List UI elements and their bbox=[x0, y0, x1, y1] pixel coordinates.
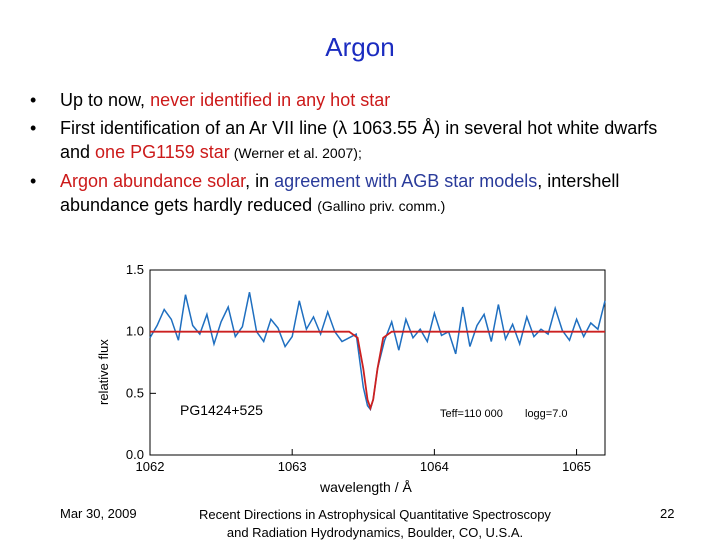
x-tick-label: 1064 bbox=[420, 459, 449, 474]
x-tick-label: 1062 bbox=[136, 459, 165, 474]
bullet-text: , intershell abundance gets hardly reduc… bbox=[60, 171, 620, 215]
y-tick-label: 0.5 bbox=[126, 385, 144, 400]
footer-event-line: Recent Directions in Astrophysical Quant… bbox=[199, 507, 551, 522]
bullet-item: • First identification of an Ar VII line… bbox=[30, 116, 690, 165]
x-axis-label: wavelength / Å bbox=[319, 479, 412, 495]
bullet-highlight: never identified in any hot star bbox=[150, 90, 391, 110]
model-spectrum-line bbox=[150, 330, 605, 411]
bullet-highlight: one PG1159 star bbox=[95, 142, 230, 162]
bullet-list: • Up to now, never identified in any hot… bbox=[30, 88, 690, 222]
footer-date: Mar 30, 2009 bbox=[60, 506, 137, 521]
footer-event: Recent Directions in Astrophysical Quant… bbox=[170, 506, 580, 542]
y-tick-label: 1.0 bbox=[126, 324, 144, 339]
slide-title: Argon bbox=[325, 32, 395, 62]
teff-label: Teff=110 000 bbox=[440, 408, 503, 420]
bullet-item: • Argon abundance solar, in agreement wi… bbox=[30, 169, 690, 218]
star-name-label: PG1424+525 bbox=[180, 402, 263, 418]
bullet-citation: (Werner et al. 2007); bbox=[229, 145, 362, 161]
bullet-text: First identification of an Ar VII line (… bbox=[60, 118, 658, 162]
bullet-dot-icon: • bbox=[30, 90, 37, 110]
y-tick-label: 0.0 bbox=[126, 447, 144, 462]
bullet-citation: (Gallino priv. comm.) bbox=[317, 198, 446, 214]
bullet-highlight: Argon abundance solar bbox=[60, 171, 246, 191]
bullet-dot-icon: • bbox=[30, 118, 37, 138]
footer-page-number: 22 bbox=[660, 506, 675, 521]
x-tick-label: 1063 bbox=[278, 459, 307, 474]
bullet-item: • Up to now, never identified in any hot… bbox=[30, 88, 690, 112]
bullet-text: Up to now, bbox=[60, 90, 151, 110]
footer-event-line: and Radiation Hydrodynamics, Boulder, CO… bbox=[226, 525, 524, 540]
bullet-text: , in bbox=[245, 171, 275, 191]
x-tick-label: 1065 bbox=[562, 459, 591, 474]
y-axis-label: relative flux bbox=[96, 339, 111, 405]
bullet-dot-icon: • bbox=[30, 171, 37, 191]
spectrum-chart: 1062 1063 1064 1065 0.0 0.5 1.0 1.5 PG1424+525 … bbox=[90, 255, 630, 500]
logg-label: logg=7.0 bbox=[525, 408, 568, 420]
y-tick-label: 1.5 bbox=[126, 262, 144, 277]
bullet-highlight-blue: agreement with AGB star models bbox=[274, 171, 538, 191]
plot-frame bbox=[149, 269, 606, 456]
